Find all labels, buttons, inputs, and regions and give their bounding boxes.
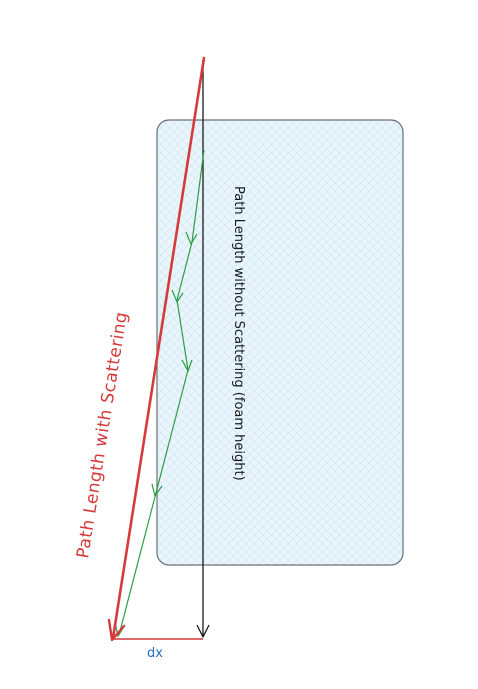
scatter-step-arrowhead-icon	[185, 231, 198, 246]
path-without-scattering-label: Path Length without Scattering (foam hei…	[231, 186, 246, 481]
path-with-scattering-label: Path Length with Scattering	[73, 310, 132, 559]
scattering-path-arrowhead-icon	[107, 618, 126, 642]
scatter-step-arrowhead-icon	[181, 359, 193, 373]
foam-block	[156, 119, 404, 566]
scattering-path-line	[111, 56, 206, 640]
scatter-step-arrowhead-icon	[171, 289, 184, 304]
scatter-step-arrowhead-icon	[151, 483, 163, 498]
scatter-steps-path	[118, 149, 205, 636]
straight-path-arrowhead-icon	[196, 624, 210, 638]
dx-label: dx	[147, 646, 163, 661]
